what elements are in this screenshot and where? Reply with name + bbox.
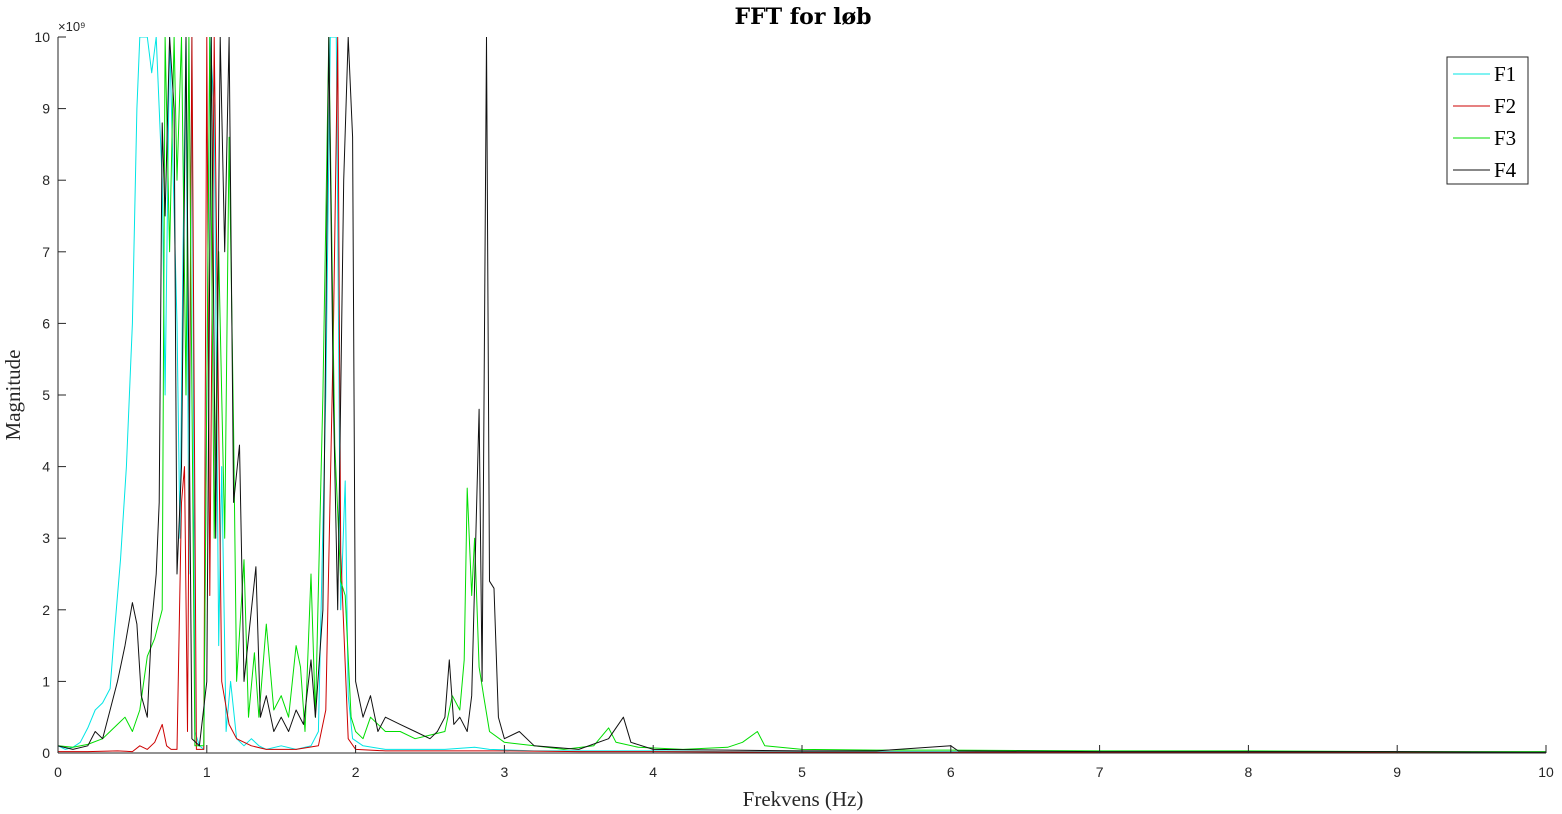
- legend-box: [1446, 56, 1529, 185]
- y-tick-label: 3: [42, 530, 50, 546]
- series-line-f2: [58, 37, 1546, 753]
- y-exponent-label: ×10⁹: [58, 19, 86, 34]
- x-tick-label: 0: [54, 764, 62, 780]
- x-tick-label: 2: [352, 764, 360, 780]
- legend-label-f1: F1: [1494, 62, 1516, 86]
- x-tick-label: 8: [1245, 764, 1253, 780]
- x-tick-label: 7: [1096, 764, 1104, 780]
- y-axis-title: Magnitude: [1, 350, 25, 441]
- x-tick-label: 1: [203, 764, 211, 780]
- series-line-f3: [58, 37, 1546, 753]
- series-group: [58, 37, 1546, 753]
- chart-title: FFT for løb: [734, 4, 871, 30]
- y-tick-label: 9: [42, 101, 50, 117]
- series-line-f1: [58, 37, 1546, 753]
- x-axis-title: Frekvens (Hz): [743, 787, 864, 811]
- legend-label-f4: F4: [1494, 158, 1517, 182]
- y-tick-label: 1: [42, 673, 50, 689]
- series-line-f4: [58, 37, 1546, 753]
- legend-label-f3: F3: [1494, 126, 1516, 150]
- y-tick-label: 10: [34, 29, 50, 45]
- x-tick-label: 10: [1538, 764, 1554, 780]
- y-tick-label: 7: [42, 244, 50, 260]
- x-ticks: 0 1 2 3 4 5 6 7 8 9 10: [54, 745, 1554, 780]
- x-tick-label: 3: [501, 764, 509, 780]
- x-tick-label: 6: [947, 764, 955, 780]
- y-tick-label: 2: [42, 602, 50, 618]
- x-tick-label: 9: [1393, 764, 1401, 780]
- x-tick-label: 4: [649, 764, 657, 780]
- y-tick-label: 4: [42, 459, 50, 475]
- x-tick-label: 5: [798, 764, 806, 780]
- y-tick-label: 6: [42, 315, 50, 331]
- y-ticks: 0 1 2 3 4 5 6 7 8 9 10: [34, 29, 66, 761]
- y-tick-label: 0: [42, 745, 50, 761]
- legend-label-f2: F2: [1494, 94, 1516, 118]
- y-tick-label: 5: [42, 387, 50, 403]
- legend: F1 F2 F3 F4: [1446, 56, 1529, 185]
- y-tick-label: 8: [42, 172, 50, 188]
